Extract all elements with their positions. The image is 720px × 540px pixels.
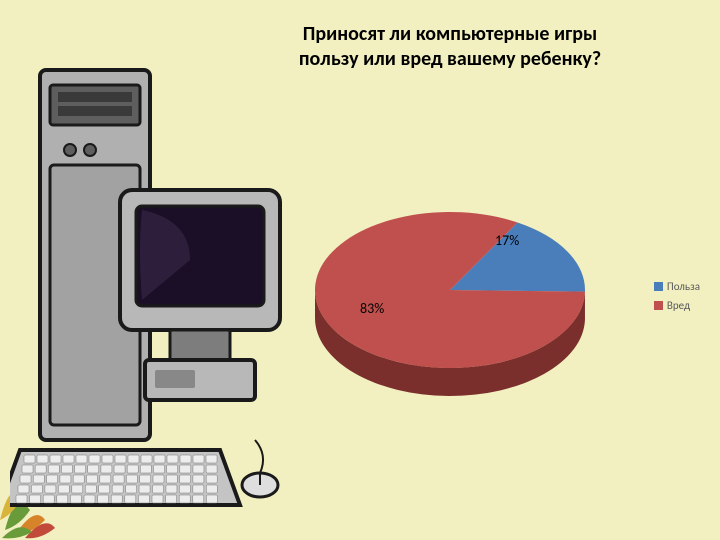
- title-line-2: пользу или вред вашему ребенку?: [240, 47, 660, 72]
- legend-item-1: Вред: [654, 299, 700, 312]
- slide-root: Приносят ли компьютерные игры пользу или…: [0, 0, 720, 540]
- mouse: [242, 440, 278, 497]
- computer-icon: [10, 60, 290, 520]
- legend-swatch-0: [654, 282, 663, 291]
- slice-label-1: 83%: [360, 300, 384, 317]
- legend: Польза Вред: [654, 280, 700, 318]
- title-line-1: Приносят ли компьютерные игры: [240, 22, 660, 47]
- pie-chart: 17% 83%: [290, 190, 610, 410]
- page-title: Приносят ли компьютерные игры пользу или…: [240, 22, 660, 72]
- legend-label-0: Польза: [667, 280, 700, 293]
- pie-svg: [290, 190, 610, 410]
- legend-swatch-1: [654, 301, 663, 310]
- slice-label-0: 17%: [495, 232, 519, 249]
- monitor: [120, 190, 280, 400]
- legend-label-1: Вред: [667, 299, 690, 312]
- legend-item-0: Польза: [654, 280, 700, 293]
- keyboard: [10, 450, 240, 505]
